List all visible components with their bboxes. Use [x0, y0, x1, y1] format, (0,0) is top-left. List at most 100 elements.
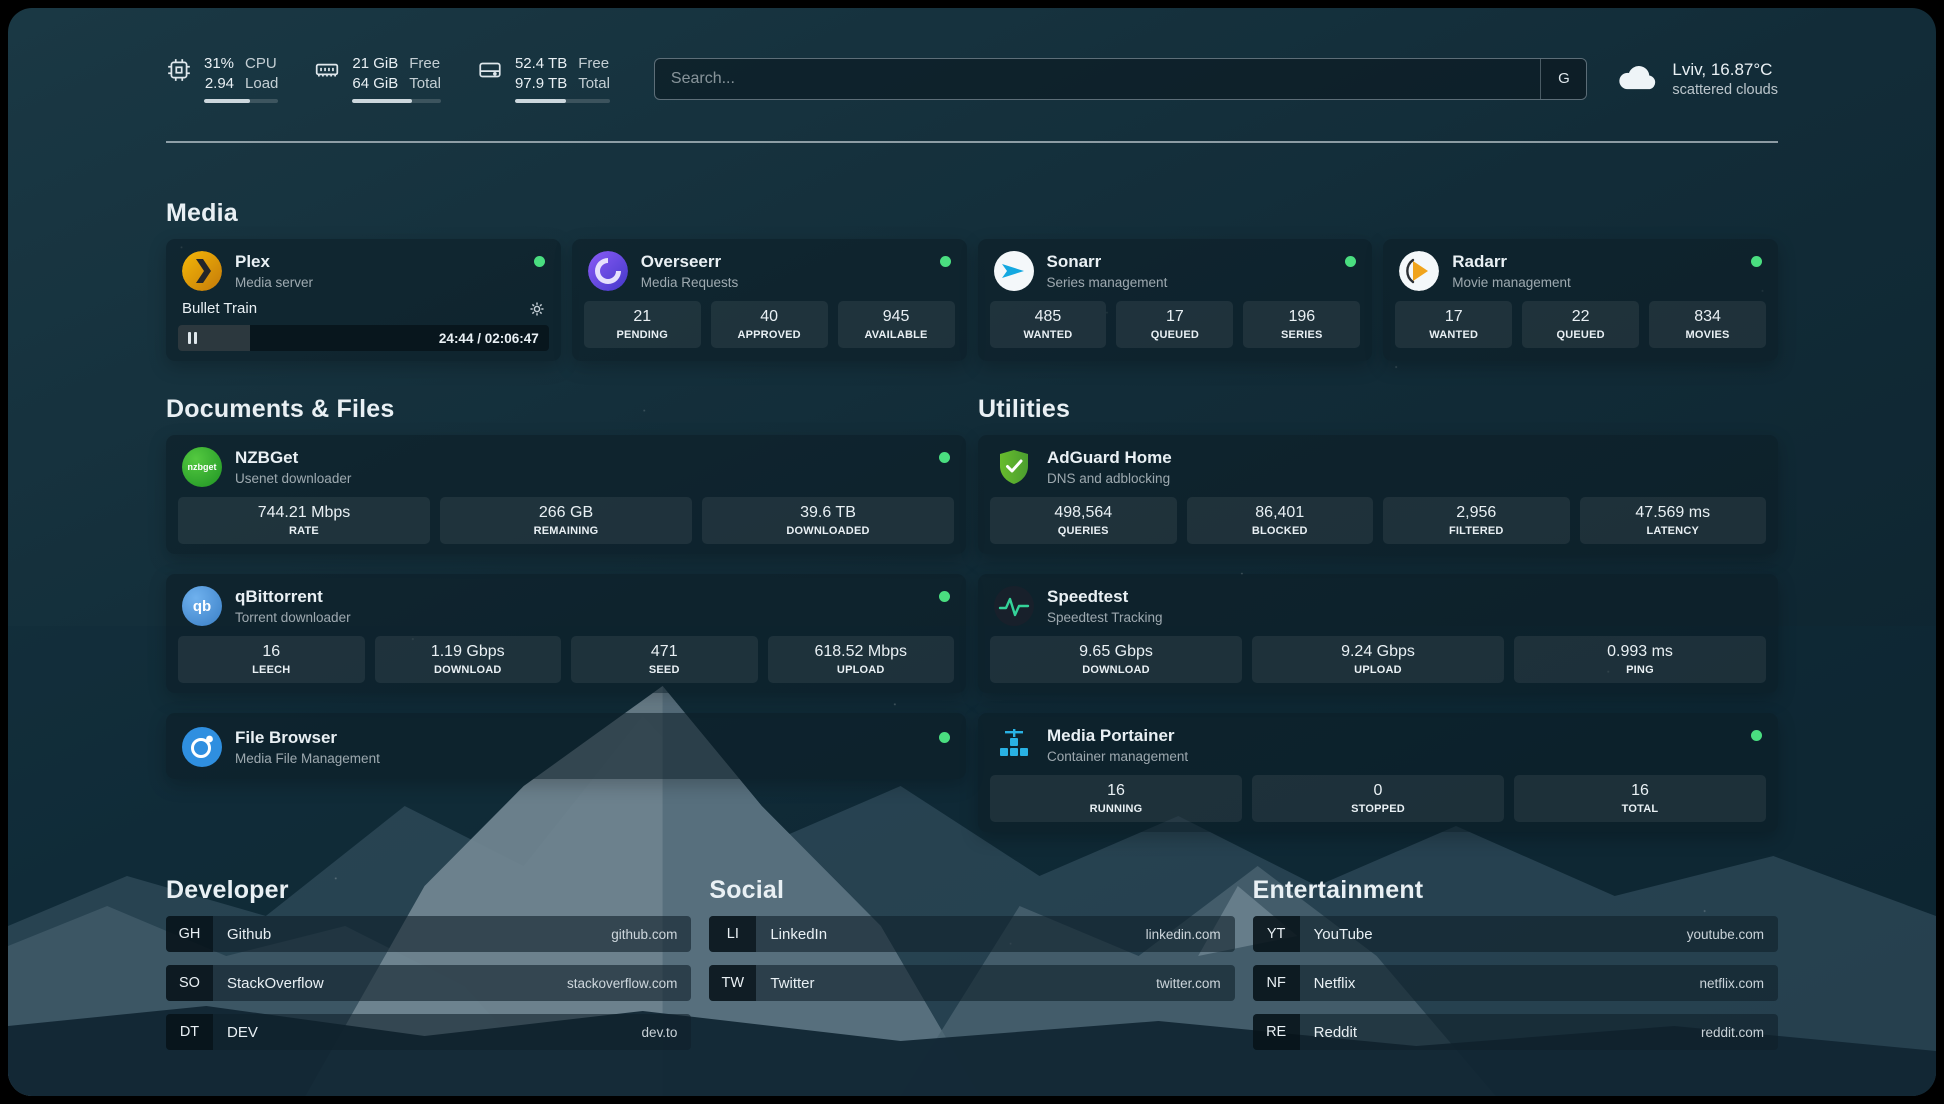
service-subtitle: Movie management [1452, 274, 1571, 290]
service-subtitle: Speedtest Tracking [1047, 609, 1163, 625]
service-card-nzbget[interactable]: nzbget NZBGet Usenet downloader 744.21 M… [166, 435, 966, 554]
stat-downloaded: 39.6 TB DOWNLOADED [702, 497, 954, 544]
stat-blocked: 86,401 BLOCKED [1186, 497, 1373, 544]
bookmark-abbr: RE [1252, 1014, 1300, 1050]
service-subtitle: Container management [1047, 748, 1189, 764]
bookmark-abbr: DT [166, 1014, 213, 1050]
bookmark-abbr: TW [709, 965, 757, 1001]
service-card-radarr[interactable]: Radarr Movie management 17 WANTED 22 QUE… [1383, 239, 1778, 361]
stat-leech: 16 LEECH [178, 636, 365, 683]
disk-total-label: Total [578, 74, 610, 92]
stat-rate: 744.21 Mbps RATE [178, 497, 430, 544]
bookmark-github[interactable]: GH Github github.com [166, 916, 692, 952]
search-provider-button[interactable]: G [1540, 58, 1587, 99]
status-indicator [533, 256, 545, 267]
service-card-adguard[interactable]: AdGuard Home DNS and adblocking 498,564 … [978, 435, 1778, 554]
bookmark-twitter[interactable]: TW Twitter twitter.com [709, 965, 1235, 1001]
status-indicator [939, 591, 950, 602]
bookmark-abbr: NF [1252, 965, 1300, 1001]
overseerr-icon [587, 251, 628, 291]
bookmark-youtube[interactable]: YT YouTube youtube.com [1252, 916, 1778, 952]
status-indicator [1751, 256, 1762, 267]
cpu-icon [166, 54, 192, 103]
memory-total-value: 64 GiB [352, 74, 399, 92]
stat-stopped: 0 STOPPED [1252, 775, 1504, 822]
bookmark-group-developer: Developer GH Github github.com SO StackO… [166, 876, 692, 1050]
bookmark-abbr: SO [166, 965, 213, 1001]
stat-download: 9.65 Gbps DOWNLOAD [990, 636, 1242, 683]
disk-progress-bar [514, 99, 610, 103]
now-playing-title: Bullet Train [182, 300, 258, 317]
playback-progress-bar[interactable]: 24:44 / 02:06:47 [178, 325, 549, 351]
service-name: Overseerr [640, 252, 722, 272]
section-title-entertainment: Entertainment [1252, 876, 1424, 904]
service-subtitle: Media File Management [235, 750, 380, 766]
adguard-icon [994, 447, 1034, 487]
service-subtitle: Usenet downloader [235, 470, 352, 486]
section-title-developer: Developer [166, 876, 289, 904]
settings-gear-icon[interactable] [529, 301, 545, 317]
section-documents: Documents & Files nzbget NZBGet Usenet d… [166, 395, 966, 779]
stat-running: 16 RUNNING [990, 775, 1242, 822]
playback-time: 24:44 / 02:06:47 [438, 330, 539, 346]
service-name: Speedtest [1047, 587, 1129, 607]
stat-download: 1.19 Gbps DOWNLOAD [374, 636, 561, 683]
service-card-plex[interactable]: Plex Media server Bullet Train [166, 239, 561, 361]
dashboard-frame: 31% 2.94 CPU Load [8, 8, 1936, 1096]
memory-free-value: 21 GiB [352, 55, 399, 72]
disk-widget: 52.4 TB 97.9 TB Free Total [477, 54, 610, 103]
stat-remaining: 266 GB REMAINING [440, 497, 692, 544]
qbittorrent-icon: qb [182, 586, 222, 626]
service-name: qBittorrent [235, 587, 323, 607]
memory-progress-bar [352, 99, 441, 103]
memory-total-label: Total [409, 74, 441, 92]
bookmark-reddit[interactable]: RE Reddit reddit.com [1252, 1014, 1778, 1050]
stat-latency: 47.569 ms LATENCY [1579, 497, 1766, 544]
radarr-icon [1399, 251, 1440, 291]
stat-queued: 22 QUEUED [1522, 301, 1640, 348]
memory-widget: 21 GiB 64 GiB Free Total [314, 54, 441, 103]
cpu-label: CPU [245, 55, 277, 72]
section-title-documents: Documents & Files [166, 395, 395, 423]
search-container: G [653, 57, 1588, 100]
service-name: Sonarr [1046, 252, 1102, 272]
stat-pending: 21 PENDING [583, 301, 701, 348]
stat-filtered: 2,956 FILTERED [1383, 497, 1570, 544]
stat-ping: 0.993 ms PING [1514, 636, 1766, 683]
stat-series: 196 SERIES [1243, 301, 1361, 348]
bookmark-netflix[interactable]: NF Netflix netflix.com [1252, 965, 1778, 1001]
bookmark-abbr: GH [166, 916, 213, 952]
service-card-speedtest[interactable]: Speedtest Speedtest Tracking 9.65 Gbps D… [978, 574, 1778, 693]
service-card-overseerr[interactable]: Overseerr Media Requests 21 PENDING 40 A… [571, 239, 967, 361]
service-name: Radarr [1452, 252, 1508, 272]
stat-available: 945 AVAILABLE [837, 301, 955, 348]
nzbget-icon: nzbget [182, 447, 222, 487]
disk-free-value: 52.4 TB [514, 55, 568, 72]
status-indicator [939, 732, 950, 743]
pause-icon[interactable] [188, 332, 197, 344]
bookmark-linkedin[interactable]: LI LinkedIn linkedin.com [709, 916, 1235, 952]
header-divider [166, 141, 1778, 143]
section-title-media: Media [166, 199, 238, 227]
service-subtitle: Series management [1046, 274, 1168, 290]
status-indicator [1751, 730, 1762, 741]
bookmark-abbr: LI [709, 916, 757, 952]
bookmark-dev[interactable]: DT DEV dev.to [166, 1014, 692, 1050]
bookmark-stackoverflow[interactable]: SO StackOverflow stackoverflow.com [166, 965, 692, 1001]
service-card-portainer[interactable]: Media Portainer Container management 16 … [978, 713, 1778, 832]
service-subtitle: Media Requests [640, 274, 739, 290]
service-name: NZBGet [235, 448, 299, 468]
service-card-sonarr[interactable]: Sonarr Series management 485 WANTED 17 Q… [977, 239, 1373, 361]
cpu-load-label: Load [245, 74, 279, 92]
service-card-filebrowser[interactable]: File Browser Media File Management [166, 713, 966, 779]
weather-location: Lviv, 16.87°C [1672, 59, 1773, 79]
cloud-icon [1617, 61, 1659, 96]
service-card-qbittorrent[interactable]: qb qBittorrent Torrent downloader 16 LEE… [166, 574, 966, 693]
resource-widgets: 31% 2.94 CPU Load [166, 54, 610, 103]
disk-free-label: Free [578, 55, 610, 72]
search-input[interactable] [654, 69, 1541, 88]
service-name: AdGuard Home [1047, 448, 1172, 468]
portainer-icon [994, 725, 1034, 765]
cpu-load-value: 2.94 [204, 74, 235, 92]
section-media: Media [166, 199, 1778, 361]
